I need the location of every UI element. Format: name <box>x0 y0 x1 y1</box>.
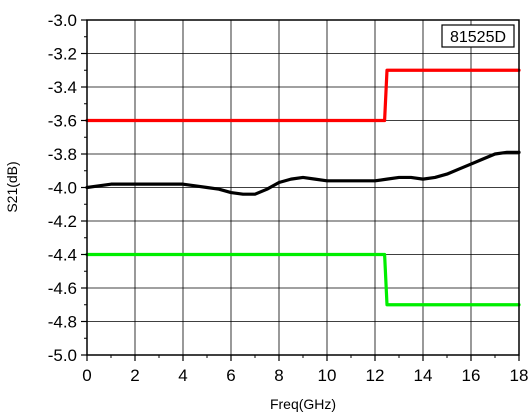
y-tick-label: -3.0 <box>48 11 77 30</box>
y-tick-labels: -3.0 -3.2 -3.4 -3.6 -3.8 -4.0 -4.2 -4.4 -4.6 -4.8… <box>48 11 77 365</box>
y-tick-label: -4.4 <box>48 246 77 265</box>
s21-measured-line <box>85 150 521 196</box>
legend-box: 81525D <box>441 24 515 48</box>
x-tick-label: 4 <box>178 366 187 385</box>
y-tick-label: -5.0 <box>48 346 77 365</box>
x-tick-label: 10 <box>318 366 337 385</box>
upper-limit-line <box>85 68 521 123</box>
x-tick-label: 14 <box>414 366 433 385</box>
x-axis-label: Freq(GHz) <box>270 396 336 412</box>
series-lines <box>85 68 521 307</box>
y-tick-label: -4.0 <box>48 179 77 198</box>
y-tick-label: -4.6 <box>48 279 77 298</box>
x-tick-label: 12 <box>366 366 385 385</box>
x-tick-label: 6 <box>226 366 235 385</box>
axis-ticks <box>81 19 520 361</box>
y-tick-label: -4.2 <box>48 212 77 231</box>
y-tick-label: -3.4 <box>48 78 77 97</box>
lower-limit-line <box>85 252 521 307</box>
y-tick-label: -3.8 <box>48 145 77 164</box>
x-tick-label: 8 <box>274 366 283 385</box>
y-axis-label: S21(dB) <box>4 161 20 212</box>
x-tick-label: 16 <box>462 366 481 385</box>
legend-label: 81525D <box>450 29 506 46</box>
x-tick-label: 18 <box>510 366 529 385</box>
x-tick-label: 0 <box>82 366 91 385</box>
y-tick-label: -3.2 <box>48 45 77 64</box>
x-tick-labels: 0 2 4 6 8 10 12 14 16 18 <box>82 366 528 385</box>
x-tick-label: 2 <box>130 366 139 385</box>
y-tick-label: -4.8 <box>48 313 77 332</box>
y-tick-label: -3.6 <box>48 112 77 131</box>
